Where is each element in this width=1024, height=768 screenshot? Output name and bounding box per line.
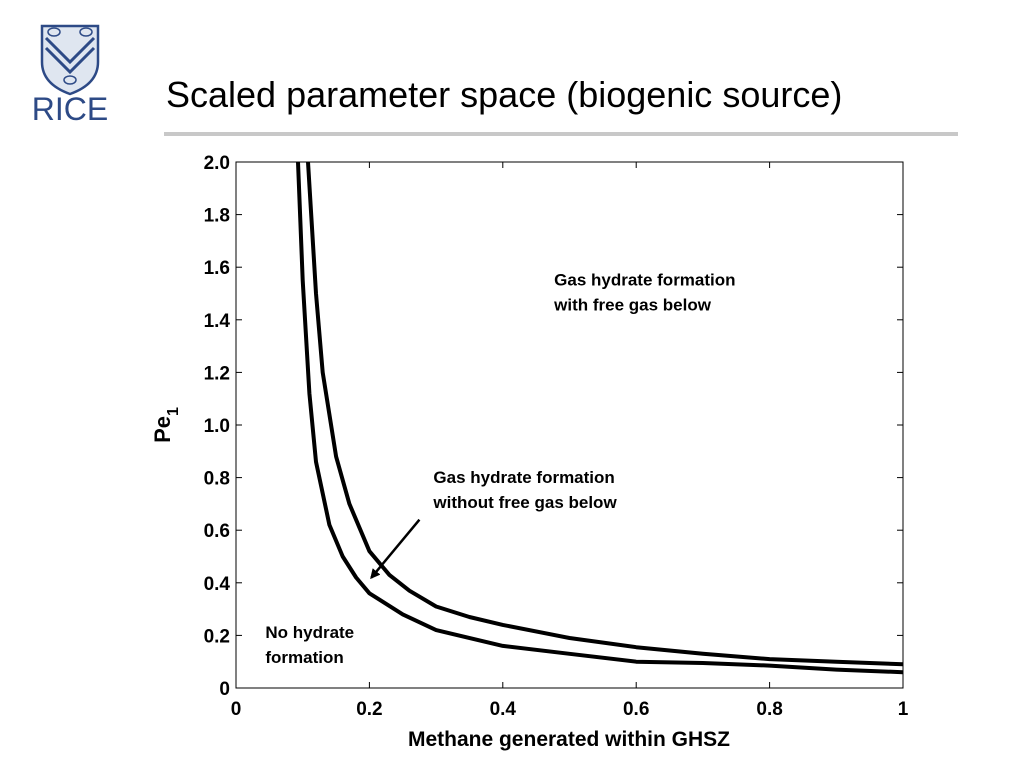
y-axis-label-main: Pe [150,416,175,443]
y-tick-label: 0.8 [204,469,230,490]
x-tick-label: 0.4 [490,699,517,720]
y-tick-label: 0.6 [204,521,230,542]
y-tick-label: 1.2 [204,363,230,384]
x-axis: 0 0.2 0.4 0.6 0.8 1 [231,162,909,720]
plot-area-frame [235,161,904,689]
rice-logo: RICE [22,22,120,127]
x-tick-label: 1 [898,699,909,720]
annotation-text-2: Gas hydrate formation without free gas be… [432,468,617,512]
slide-title: Scaled parameter space (biogenic source) [166,74,843,115]
x-tick-label: 0.2 [356,699,382,720]
y-axis-label-sub: 1 [165,407,182,416]
x-tick-label: 0 [231,699,242,720]
y-tick-label: 0 [219,679,230,700]
x-tick-label: 0.8 [756,699,782,720]
y-tick-label: 1.0 [204,416,230,437]
y-tick-label: 0.2 [204,626,230,647]
x-tick-label: 0.6 [623,699,649,720]
boundary-curves [296,161,904,675]
y-axis: 0 0.2 0.4 0.6 0.8 1.0 1.2 1.4 1.6 1.8 2.0 [204,153,903,700]
boundary-curve-1 [296,161,904,675]
y-tick-label: 2.0 [204,153,230,174]
logo-text: RICE [32,91,108,124]
annotation-arrow [370,518,421,580]
y-tick-label: 1.8 [204,206,230,227]
boundary-curve-2 [306,161,904,667]
y-tick-label: 1.4 [204,311,231,332]
annotation-text-1: Gas hydrate formation with free gas below [553,271,735,315]
annotations: Gas hydrate formation with free gas below… [265,271,735,667]
y-tick-label: 1.6 [204,258,230,279]
annotation-text-3: No hydrate formation [265,623,354,667]
x-axis-label: Methane generated within GHSZ [408,728,730,751]
y-tick-label: 0.4 [204,574,231,595]
y-axis-label: Pe1 [150,407,182,443]
title-divider [164,132,958,136]
